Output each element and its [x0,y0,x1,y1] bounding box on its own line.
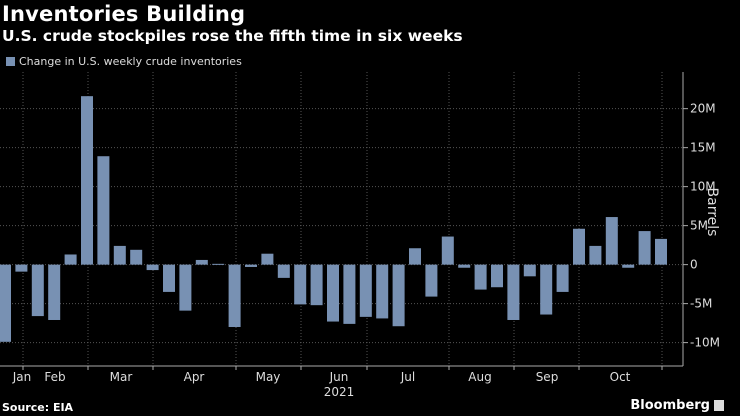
brand-name: Bloomberg [630,398,710,413]
x-tick-label: Sep [536,370,559,384]
chart-title: Inventories Building [2,2,246,26]
bar [556,264,569,292]
bar [48,264,61,320]
bar [327,264,339,322]
bar [195,259,208,265]
x-tick-label: Mar [110,370,133,384]
x-tick-label: Feb [44,370,65,384]
x-tick-label: Aug [468,370,491,384]
bar [15,264,28,272]
legend-swatch [6,57,15,66]
x-tick-label: Jul [400,370,415,384]
bar [261,253,274,265]
bar [146,264,159,271]
y-axis-title: Barrels [704,188,720,237]
bar [359,264,372,317]
bar [113,245,126,265]
bar [376,264,389,319]
bar [474,264,487,290]
bar [655,238,667,265]
bar [310,264,323,306]
year-label: 2021 [324,385,355,399]
source-note: Source: EIA [2,401,74,414]
legend: Change in U.S. weekly crude inventories [6,55,242,68]
legend-label: Change in U.S. weekly crude inventories [19,55,242,68]
bar [97,156,110,265]
bar [277,264,290,278]
bar [228,264,241,328]
y-tick-label: -5M [690,297,712,311]
bar [491,264,503,288]
bar [589,245,602,265]
bar [638,231,651,265]
bar [573,228,585,265]
bar [409,248,421,265]
chart-icon [714,400,724,411]
bar [212,263,225,265]
bar [31,264,44,317]
chart-subtitle: U.S. crude stockpiles rose the fifth tim… [2,27,463,45]
bar [130,249,143,265]
y-tick-label: 10M [690,180,716,194]
bar [179,264,192,311]
bar [163,264,175,292]
y-tick-label: 15M [690,141,716,155]
bar [540,264,553,315]
bar [507,264,520,320]
bar [294,264,307,305]
bar [81,96,93,265]
x-tick-label: Jun [329,370,349,384]
bar [64,254,77,265]
bloomberg-logo: Bloomberg [630,398,724,413]
bar [0,264,11,342]
bar [425,264,438,297]
x-tick-label: Jan [12,370,32,384]
y-tick-label: 0 [690,258,698,272]
bar [523,264,536,277]
y-tick-label: -10M [690,336,720,350]
bar [343,264,356,324]
bar [441,236,454,265]
x-tick-label: May [256,370,281,384]
y-tick-label: 20M [690,102,716,116]
bar [392,264,405,327]
x-tick-label: Oct [610,370,631,384]
bar [622,264,635,268]
bar [245,264,257,267]
bar [605,217,618,265]
y-tick-label: 5M [690,219,708,233]
bar [458,264,471,268]
x-tick-label: Apr [184,370,205,384]
